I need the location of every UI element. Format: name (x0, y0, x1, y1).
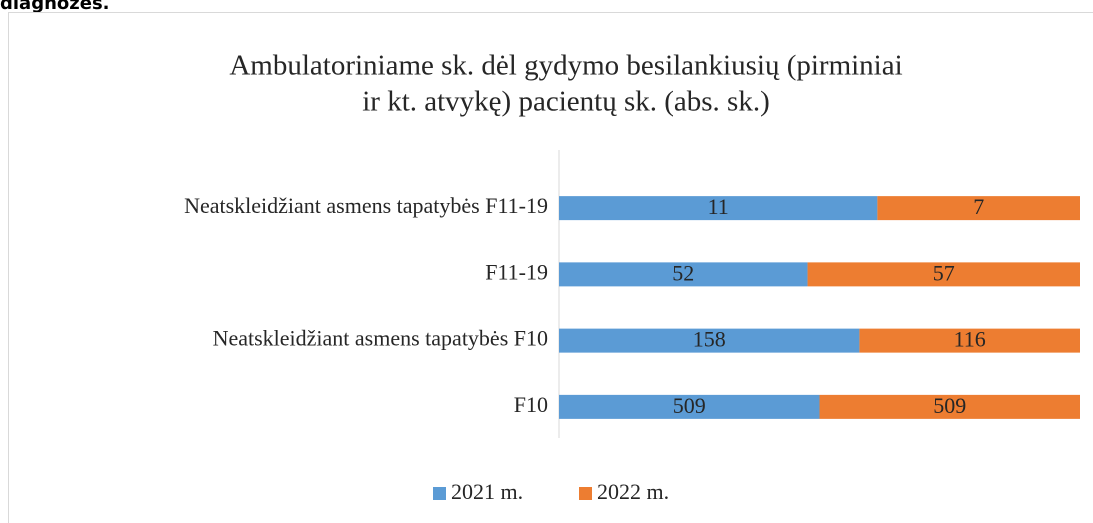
bar-segment (819, 394, 1080, 419)
y-tick-label: F11-19 (485, 259, 548, 284)
y-tick-label: F10 (514, 392, 548, 417)
data-label: 158 (693, 327, 726, 352)
data-label: 509 (933, 393, 966, 418)
page-heading: diagnozės. (0, 0, 110, 14)
chart-title: Ambulatoriniame sk. dėl gydymo besilanki… (229, 50, 902, 82)
chart-title: ir kt. atvykę) pacientų sk. (abs. sk.) (362, 86, 770, 118)
data-label: 509 (673, 393, 706, 418)
bar-segment (807, 262, 1080, 287)
bar-segment (559, 328, 860, 353)
legend-swatch (579, 487, 592, 500)
y-tick-label: Neatskleidžiant asmens tapatybės F10 (213, 326, 548, 351)
bar-segment (859, 328, 1080, 353)
legend-label: 2022 m. (597, 479, 669, 504)
y-tick-label: Neatskleidžiant asmens tapatybės F11-19 (184, 193, 548, 218)
data-label: 116 (954, 327, 986, 352)
legend-label: 2021 m. (451, 479, 523, 504)
data-label: 7 (973, 194, 984, 219)
data-label: 11 (708, 194, 729, 219)
data-label: 57 (933, 260, 955, 285)
bar-segment (559, 262, 808, 287)
data-label: 52 (672, 260, 694, 285)
legend-swatch (433, 487, 446, 500)
bar-segment (877, 196, 1080, 221)
bar-segment (559, 394, 820, 419)
bar-segment (559, 196, 878, 221)
